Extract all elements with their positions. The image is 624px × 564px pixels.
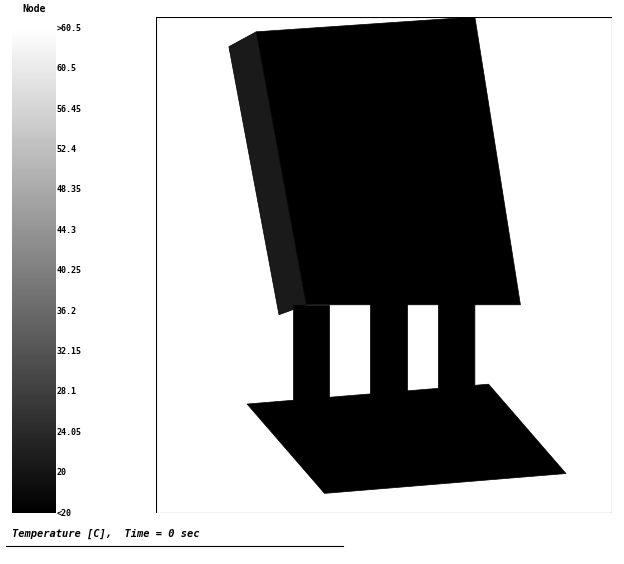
Text: 36.2: 36.2 xyxy=(56,307,76,316)
Text: 24.05: 24.05 xyxy=(56,428,81,437)
Text: 60.5: 60.5 xyxy=(56,64,76,73)
Text: 52.4: 52.4 xyxy=(56,145,76,154)
Text: 40.25: 40.25 xyxy=(56,266,81,275)
Text: <20: <20 xyxy=(56,509,71,518)
Polygon shape xyxy=(370,300,407,409)
Text: 44.3: 44.3 xyxy=(56,226,76,235)
Text: 28.1: 28.1 xyxy=(56,387,76,396)
Text: 32.15: 32.15 xyxy=(56,347,81,356)
Text: 48.35: 48.35 xyxy=(56,186,81,195)
Polygon shape xyxy=(256,17,520,305)
Text: 56.45: 56.45 xyxy=(56,104,81,113)
Text: Temperature [C],  Time = 0 sec: Temperature [C], Time = 0 sec xyxy=(12,528,200,539)
Text: >60.5: >60.5 xyxy=(56,24,81,33)
Polygon shape xyxy=(293,305,329,414)
Polygon shape xyxy=(229,32,306,315)
Text: Node: Node xyxy=(22,3,46,14)
Text: 20: 20 xyxy=(56,468,66,477)
Polygon shape xyxy=(247,384,566,494)
Polygon shape xyxy=(439,290,475,404)
